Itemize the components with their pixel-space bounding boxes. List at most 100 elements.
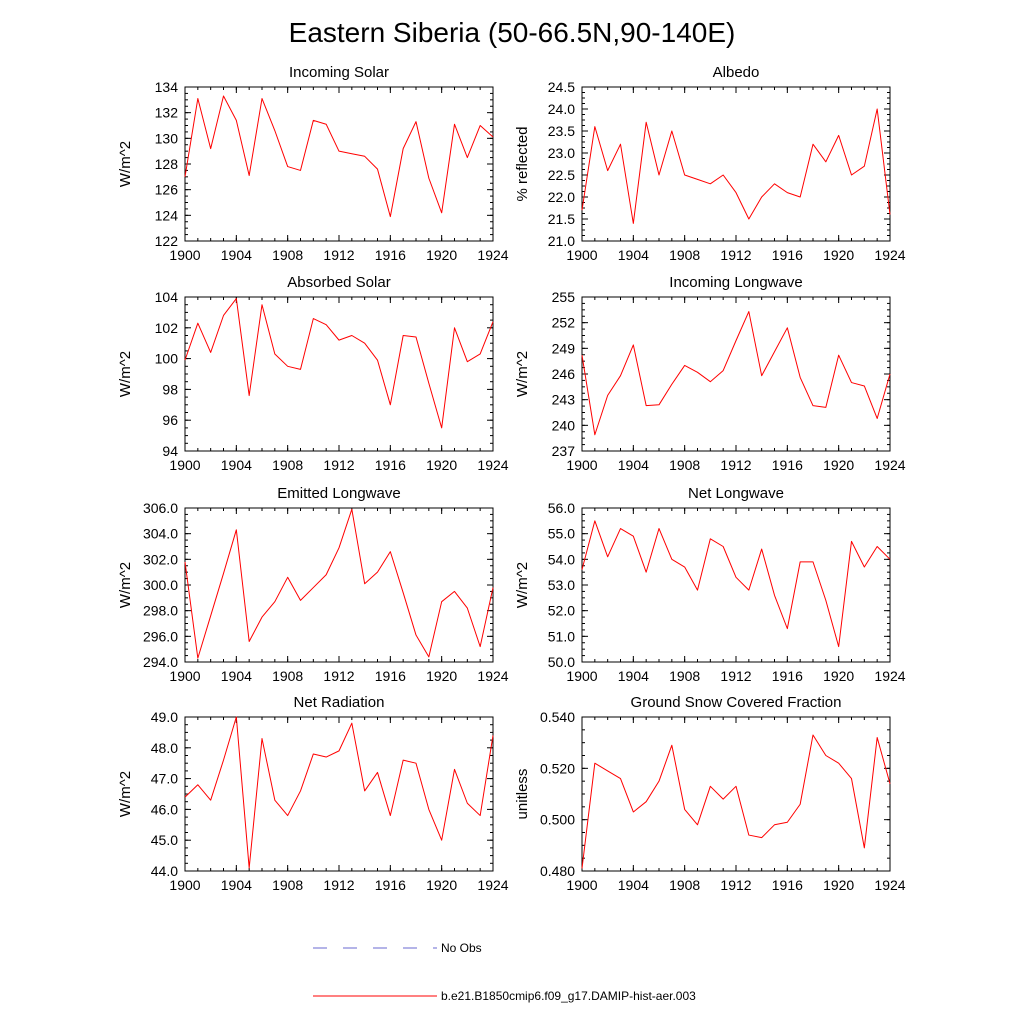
legend-obs-label: No Obs: [441, 941, 482, 955]
y-tick-label: 0.520: [540, 760, 575, 776]
plot-frame: [184, 716, 494, 872]
y-tick-label: 304.0: [143, 526, 178, 542]
y-axis-label: W/m^2: [117, 141, 134, 187]
x-tick-label: 1904: [618, 247, 649, 263]
panel-1: 1900 1904 1908 1912 1916 1920 1924 122 124 126 128…: [117, 64, 509, 263]
plot-frame: [581, 296, 891, 452]
plot-frame: [581, 507, 891, 663]
panel-title: Absorbed Solar: [287, 274, 390, 291]
y-tick-label: 102: [155, 320, 179, 336]
y-tick-label: 53.0: [548, 577, 575, 593]
y-tick-label: 104: [155, 289, 179, 305]
x-tick-label: 1900: [169, 668, 200, 684]
panel-3: 1900 1904 1908 1912 1916 1920 1924 94 96 98 100 102…: [117, 274, 509, 473]
x-tick-label: 1900: [169, 247, 200, 263]
x-tick-label: 1924: [477, 877, 508, 893]
y-tick-label: 128: [155, 156, 179, 172]
panel-7: 1900 1904 1908 1912 1916 1920 1924 44.0 45.0 46.0…: [117, 694, 509, 893]
y-tick-label: 132: [155, 105, 179, 121]
x-tick-label: 1900: [566, 247, 597, 263]
x-tick-label: 1908: [669, 457, 700, 473]
x-tick-label: 1900: [169, 877, 200, 893]
y-axis-label: W/m^2: [514, 562, 531, 608]
x-tick-label: 1920: [426, 457, 457, 473]
panel-title: Ground Snow Covered Fraction: [631, 694, 842, 711]
y-tick-label: 50.0: [548, 654, 575, 670]
x-tick-label: 1912: [720, 877, 751, 893]
y-tick-label: 296.0: [143, 628, 178, 644]
panel-title: Net Longwave: [688, 485, 784, 502]
y-axis-label: W/m^2: [117, 351, 134, 397]
y-tick-label: 300.0: [143, 577, 178, 593]
panel-2: 1900 1904 1908 1912 1916 1920 1924 21.0 21.5 22.0…: [514, 64, 906, 263]
y-tick-label: 0.500: [540, 812, 575, 828]
x-tick-label: 1924: [874, 877, 905, 893]
y-tick-label: 100: [155, 351, 179, 367]
x-tick-label: 1900: [566, 668, 597, 684]
panel-title: Net Radiation: [294, 694, 385, 711]
y-tick-label: 24.5: [548, 79, 575, 95]
series-line: [581, 311, 891, 436]
y-axis-label: W/m^2: [514, 351, 531, 397]
y-tick-label: 240: [552, 417, 576, 433]
panel-6: 1900 1904 1908 1912 1916 1920 1924 50.0 51.0 52.0…: [514, 485, 906, 684]
y-tick-label: 0.480: [540, 863, 575, 879]
y-tick-label: 98: [162, 381, 178, 397]
x-tick-label: 1900: [566, 457, 597, 473]
y-tick-label: 243: [552, 392, 576, 408]
y-tick-label: 21.0: [548, 233, 575, 249]
x-tick-label: 1924: [477, 457, 508, 473]
y-tick-label: 23.5: [548, 123, 575, 139]
series-line: [581, 734, 891, 869]
x-tick-label: 1924: [477, 247, 508, 263]
y-axis-label: unitless: [514, 769, 531, 820]
x-tick-label: 1904: [618, 877, 649, 893]
y-tick-label: 134: [155, 79, 179, 95]
x-tick-label: 1912: [720, 247, 751, 263]
x-tick-label: 1908: [272, 877, 303, 893]
series-line: [184, 298, 494, 429]
y-tick-label: 96: [162, 412, 178, 428]
x-tick-label: 1916: [772, 247, 803, 263]
y-tick-label: 130: [155, 130, 179, 146]
y-tick-label: 0.540: [540, 709, 575, 725]
x-tick-label: 1920: [823, 668, 854, 684]
y-tick-label: 51.0: [548, 628, 575, 644]
x-tick-label: 1908: [272, 668, 303, 684]
y-tick-label: 23.0: [548, 145, 575, 161]
y-tick-label: 124: [155, 207, 179, 223]
panel-title: Emitted Longwave: [277, 485, 400, 502]
x-tick-label: 1900: [169, 457, 200, 473]
panel-4: 1900 1904 1908 1912 1916 1920 1924 237 240 243 246…: [514, 274, 906, 473]
x-tick-label: 1920: [823, 457, 854, 473]
legend: No Obs b.e21.B1850cmip6.f09_g17.DAMIP-hi…: [313, 941, 696, 1003]
series-line: [184, 508, 494, 659]
y-tick-label: 21.5: [548, 211, 575, 227]
y-tick-label: 55.0: [548, 526, 575, 542]
y-tick-label: 246: [552, 366, 576, 382]
y-tick-label: 52.0: [548, 603, 575, 619]
x-tick-label: 1904: [221, 668, 252, 684]
panel-title: Incoming Solar: [289, 64, 389, 81]
x-tick-label: 1924: [874, 457, 905, 473]
x-tick-label: 1908: [669, 247, 700, 263]
y-tick-label: 47.0: [151, 771, 178, 787]
x-tick-label: 1904: [221, 877, 252, 893]
panels-group: 1900 1904 1908 1912 1916 1920 1924 122 124 126 128…: [117, 64, 906, 893]
x-tick-label: 1912: [323, 668, 354, 684]
x-tick-label: 1920: [823, 247, 854, 263]
y-tick-label: 24.0: [548, 101, 575, 117]
y-tick-label: 302.0: [143, 551, 178, 567]
x-tick-label: 1904: [618, 668, 649, 684]
x-tick-label: 1916: [772, 457, 803, 473]
x-tick-label: 1916: [375, 457, 406, 473]
x-tick-label: 1916: [772, 877, 803, 893]
x-tick-label: 1912: [720, 457, 751, 473]
series-line: [581, 520, 891, 648]
y-tick-label: 22.5: [548, 167, 575, 183]
x-tick-label: 1920: [823, 877, 854, 893]
y-axis-label: W/m^2: [117, 771, 134, 817]
x-tick-label: 1920: [426, 877, 457, 893]
x-tick-label: 1912: [323, 877, 354, 893]
x-tick-label: 1924: [874, 247, 905, 263]
